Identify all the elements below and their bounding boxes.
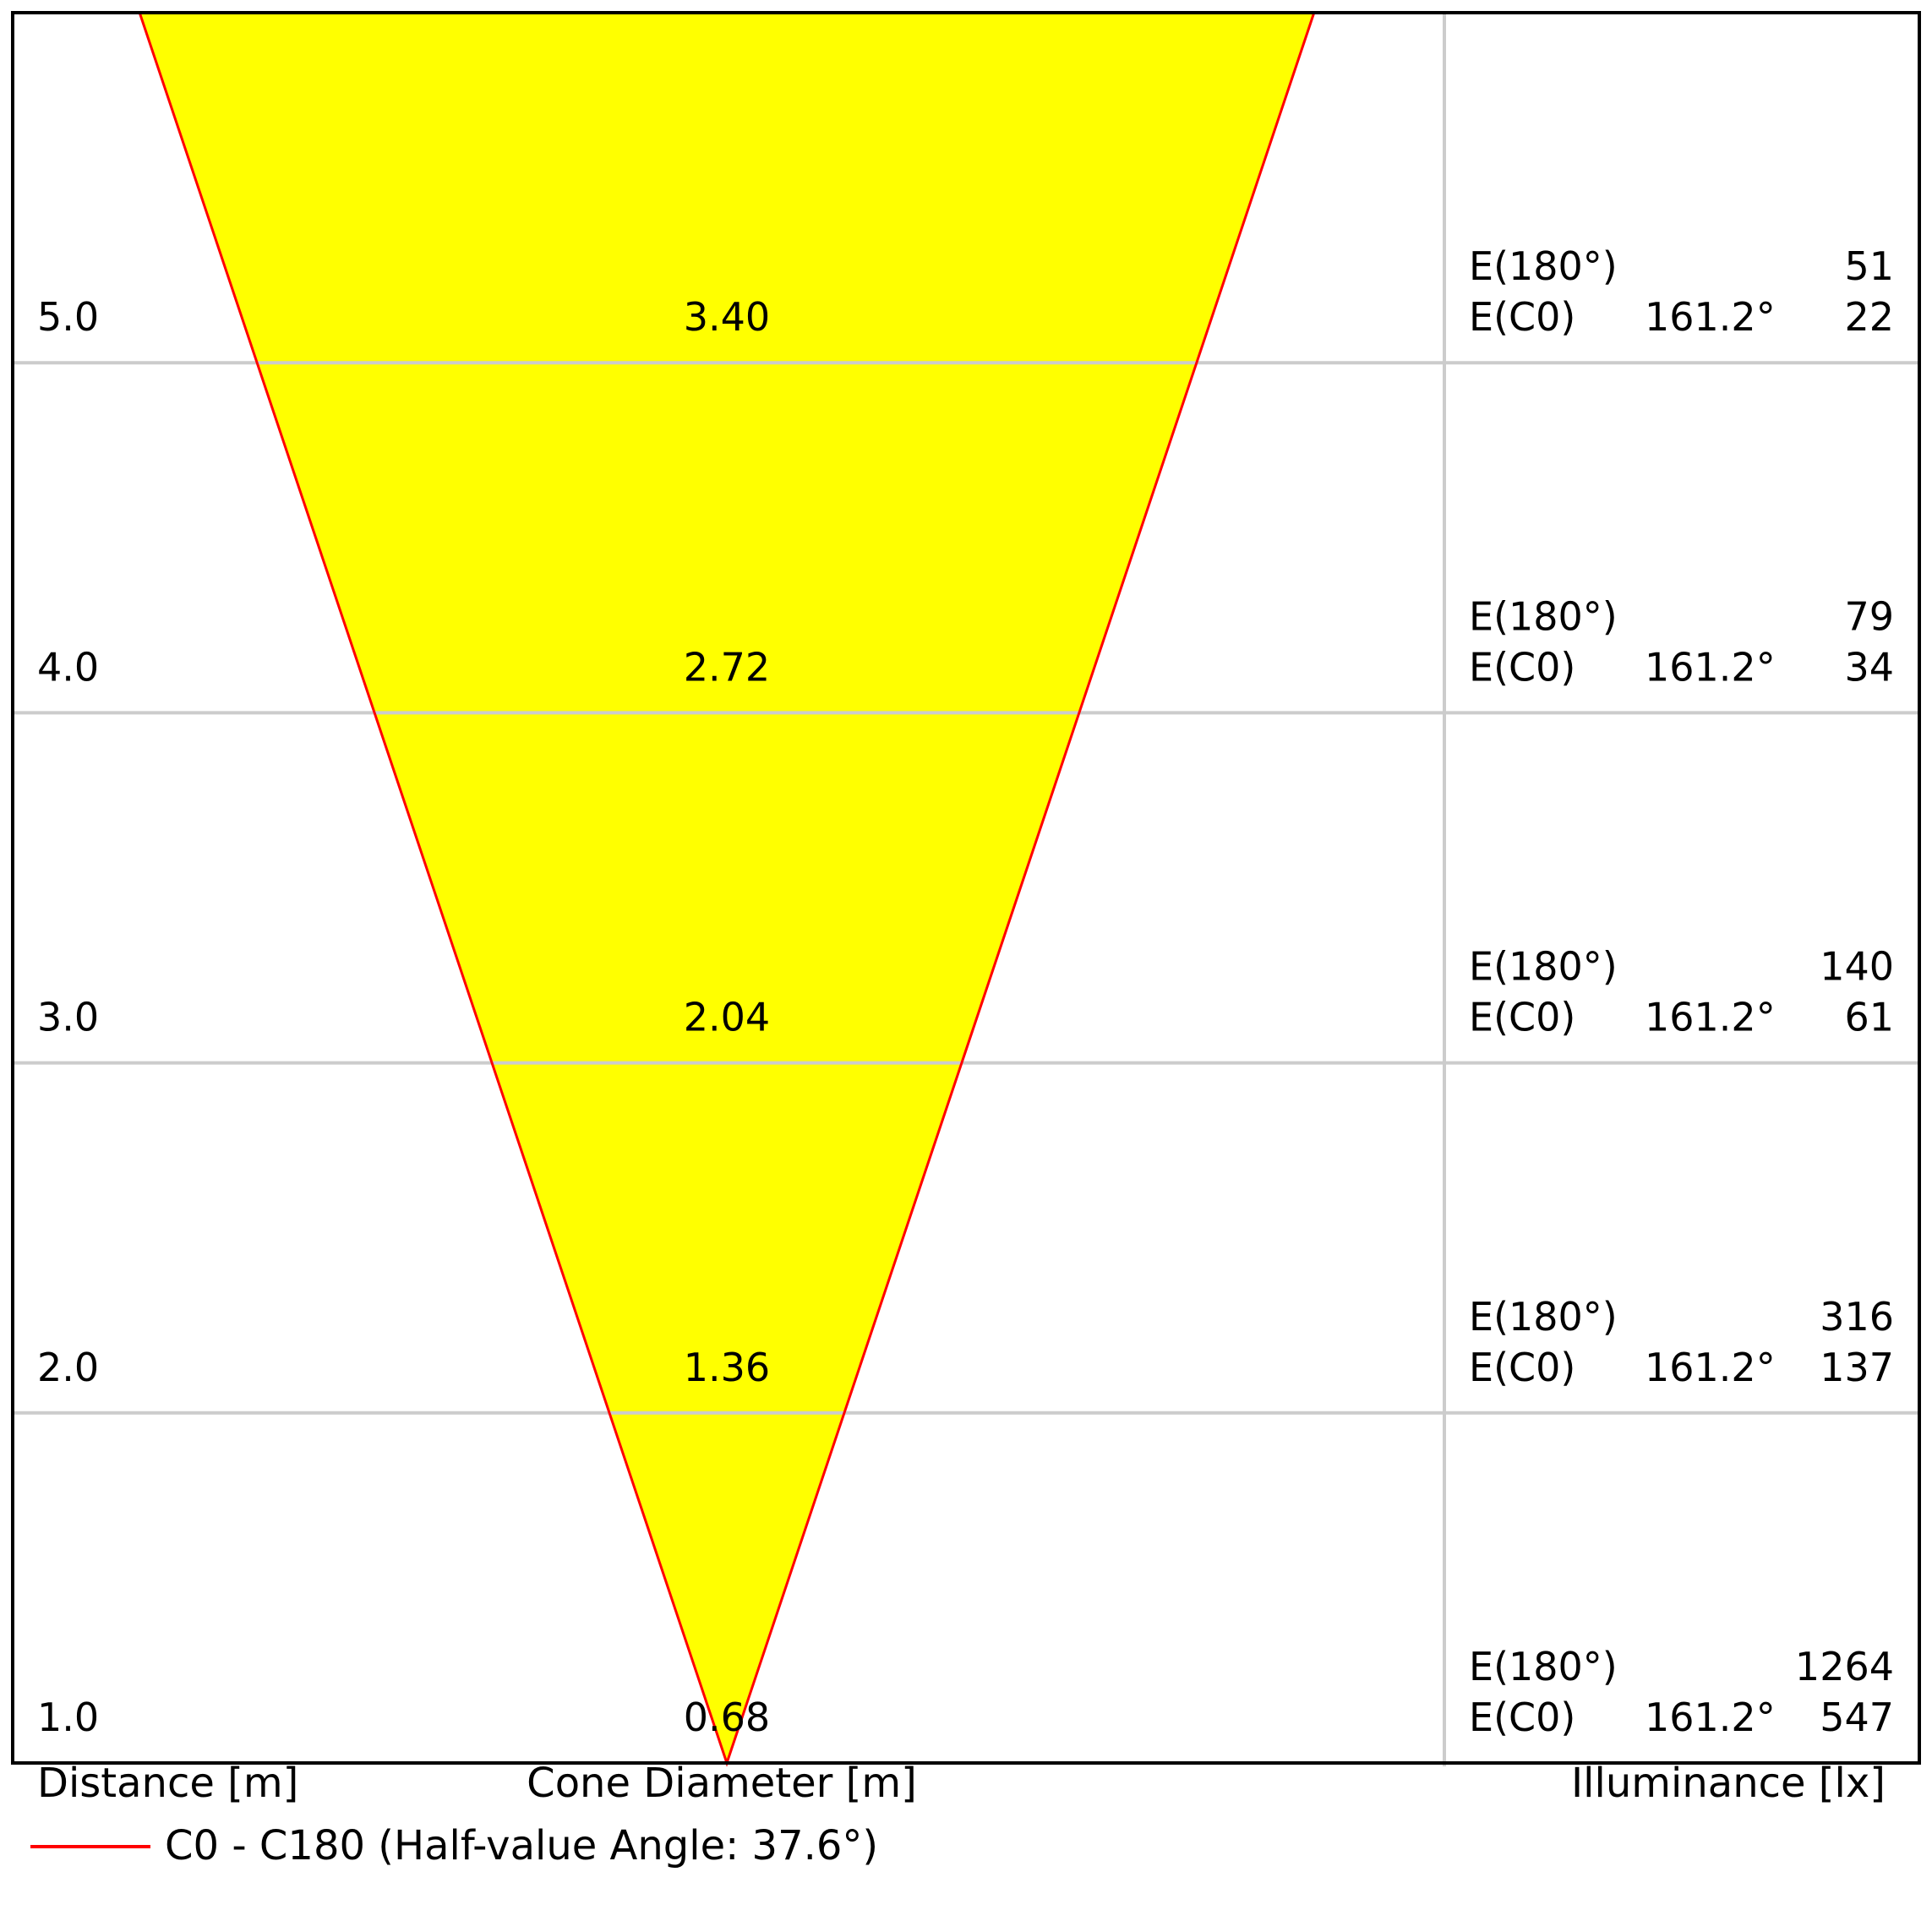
ec0-value: 61 — [1844, 995, 1894, 1040]
ec0-label: E(C0) — [1469, 1695, 1575, 1740]
diameter-label: 2.72 — [684, 644, 770, 690]
e180-label: E(180°) — [1469, 243, 1618, 289]
ec0-angle: 161.2° — [1645, 644, 1776, 690]
ec0-label: E(C0) — [1469, 294, 1575, 340]
ec0-angle: 161.2° — [1645, 1695, 1776, 1740]
legend-label: C0 - C180 (Half-value Angle: 37.6°) — [165, 1822, 878, 1869]
ec0-value: 547 — [1820, 1695, 1894, 1740]
ec0-label: E(C0) — [1469, 1345, 1575, 1390]
cone-fill — [139, 13, 1314, 1763]
x-axis-label: Distance [m] — [37, 1760, 298, 1807]
diameter-label: 3.40 — [684, 294, 770, 340]
ec0-value: 34 — [1844, 644, 1894, 690]
center-axis-label: Cone Diameter [m] — [527, 1760, 917, 1807]
ec0-angle: 161.2° — [1645, 995, 1776, 1040]
diameter-label: 1.36 — [684, 1345, 770, 1390]
ec0-label: E(C0) — [1469, 644, 1575, 690]
frame — [11, 11, 1921, 1765]
e180-value: 79 — [1844, 593, 1894, 639]
distance-label: 2.0 — [37, 1345, 99, 1390]
e180-label: E(180°) — [1469, 1294, 1618, 1340]
right-axis-label: Illuminance [lx] — [1571, 1760, 1886, 1807]
distance-label: 4.0 — [37, 644, 99, 690]
e180-value: 316 — [1820, 1294, 1894, 1340]
distance-label: 5.0 — [37, 294, 99, 340]
distance-label: 1.0 — [37, 1695, 99, 1740]
diameter-label: 2.04 — [684, 995, 770, 1040]
e180-value: 51 — [1844, 243, 1894, 289]
diameter-label: 0.68 — [684, 1695, 770, 1740]
ec0-label: E(C0) — [1469, 995, 1575, 1040]
ec0-angle: 161.2° — [1645, 294, 1776, 340]
e180-value: 140 — [1820, 944, 1894, 990]
e180-label: E(180°) — [1469, 944, 1618, 990]
ec0-value: 137 — [1820, 1345, 1894, 1390]
e180-label: E(180°) — [1469, 593, 1618, 639]
ec0-angle: 161.2° — [1645, 1345, 1776, 1390]
ec0-value: 22 — [1844, 294, 1894, 340]
distance-label: 3.0 — [37, 995, 99, 1040]
e180-value: 1264 — [1795, 1644, 1894, 1689]
e180-label: E(180°) — [1469, 1644, 1618, 1689]
